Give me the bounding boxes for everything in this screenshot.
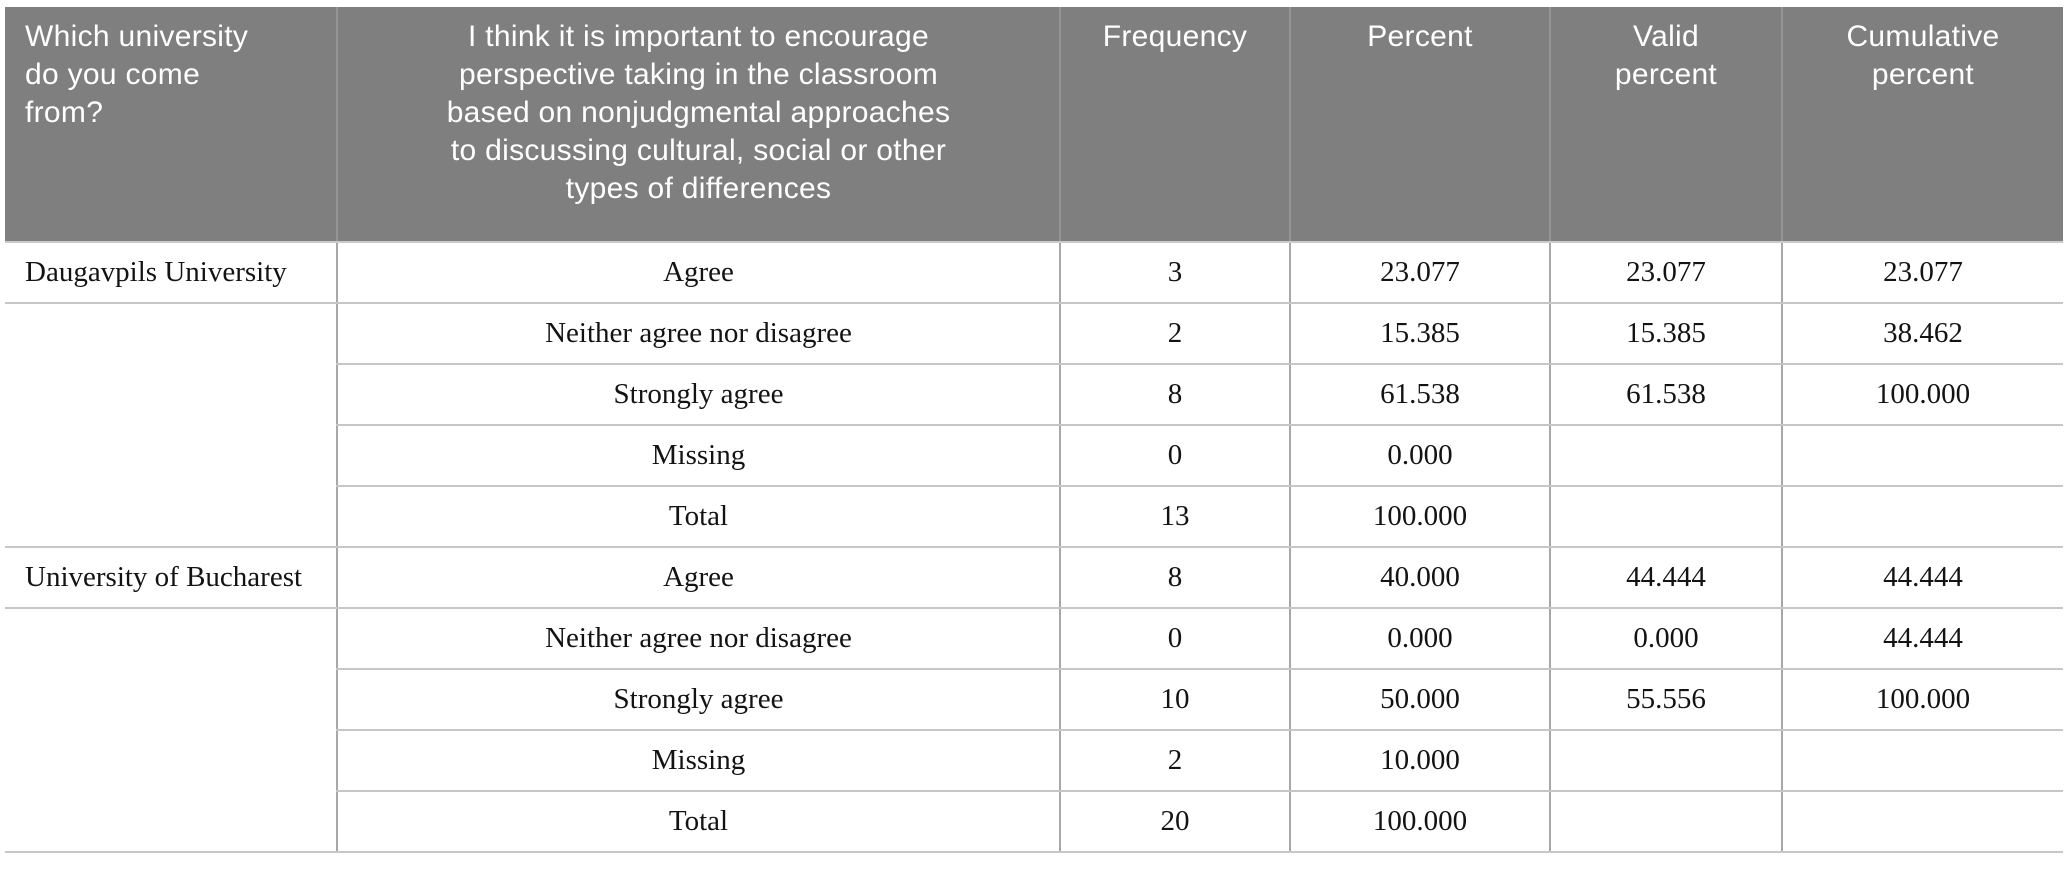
cell-frequency: 3 <box>1059 242 1290 304</box>
cell-cumulative-percent <box>1781 791 2063 853</box>
cell-frequency: 0 <box>1059 608 1290 670</box>
table-row: Neither agree nor disagree 0 0.000 0.000… <box>5 608 2063 853</box>
cell-valid-percent: 15.385 <box>1549 303 1782 365</box>
crosstab-table: Which university do you come from? I thi… <box>5 7 2063 853</box>
table-row: Total 13 100.000 <box>5 486 2063 548</box>
cell-valid-percent: 55.556 <box>1549 669 1782 731</box>
header-percent: Percent <box>1289 7 1550 243</box>
cell-frequency: 0 <box>1059 425 1290 487</box>
table-row: Missing 0 0.000 <box>5 425 2063 487</box>
cell-response: Agree <box>336 547 1060 609</box>
cell-percent: 0.000 <box>1289 608 1550 670</box>
cell-cumulative-percent: 100.000 <box>1781 364 2063 426</box>
cell-response: Total <box>336 486 1060 548</box>
cell-frequency: 2 <box>1059 303 1290 365</box>
cell-cumulative-percent: 100.000 <box>1781 669 2063 731</box>
cell-percent: 10.000 <box>1289 730 1550 792</box>
cell-university: Daugavpils University <box>5 242 337 304</box>
cell-percent: 0.000 <box>1289 425 1550 487</box>
header-cumulative-percent: Cumulative percent <box>1781 7 2063 243</box>
cell-university: University of Bucharest <box>5 547 337 609</box>
cell-frequency: 20 <box>1059 791 1290 853</box>
cell-valid-percent <box>1549 730 1782 792</box>
cell-response: Agree <box>336 242 1060 304</box>
header-question: I think it is important to encourage per… <box>336 7 1060 243</box>
header-frequency: Frequency <box>1059 7 1290 243</box>
cell-cumulative-percent: 44.444 <box>1781 547 2063 609</box>
cell-frequency: 10 <box>1059 669 1290 731</box>
cell-cumulative-percent <box>1781 425 2063 487</box>
cell-frequency: 8 <box>1059 364 1290 426</box>
cell-cumulative-percent: 44.444 <box>1781 608 2063 670</box>
cell-percent: 23.077 <box>1289 242 1550 304</box>
cell-frequency: 2 <box>1059 730 1290 792</box>
cell-response: Neither agree nor disagree <box>336 608 1060 670</box>
header-university: Which university do you come from? <box>5 7 337 243</box>
cell-valid-percent: 0.000 <box>1549 608 1782 670</box>
cell-response: Missing <box>336 425 1060 487</box>
table-row: University of Bucharest Agree 8 40.000 4… <box>5 547 2063 609</box>
table-row: Total 20 100.000 <box>5 791 2063 853</box>
cell-percent: 100.000 <box>1289 791 1550 853</box>
cell-percent: 100.000 <box>1289 486 1550 548</box>
cell-valid-percent: 23.077 <box>1549 242 1782 304</box>
cell-valid-percent <box>1549 486 1782 548</box>
header-valid-percent: Valid percent <box>1549 7 1782 243</box>
cell-cumulative-percent: 23.077 <box>1781 242 2063 304</box>
cell-percent: 61.538 <box>1289 364 1550 426</box>
cell-response: Total <box>336 791 1060 853</box>
cell-cumulative-percent <box>1781 730 2063 792</box>
table-row: Strongly agree 8 61.538 61.538 100.000 <box>5 364 2063 426</box>
cell-response: Missing <box>336 730 1060 792</box>
cell-university-merged <box>5 608 337 853</box>
cell-response: Neither agree nor disagree <box>336 303 1060 365</box>
cell-percent: 40.000 <box>1289 547 1550 609</box>
cell-valid-percent: 44.444 <box>1549 547 1782 609</box>
cell-percent: 15.385 <box>1289 303 1550 365</box>
cell-response: Strongly agree <box>336 364 1060 426</box>
cell-frequency: 8 <box>1059 547 1290 609</box>
cell-percent: 50.000 <box>1289 669 1550 731</box>
cell-valid-percent <box>1549 425 1782 487</box>
table-row: Strongly agree 10 50.000 55.556 100.000 <box>5 669 2063 731</box>
header-row: Which university do you come from? I thi… <box>5 7 2063 243</box>
cell-valid-percent: 61.538 <box>1549 364 1782 426</box>
table-row: Neither agree nor disagree 2 15.385 15.3… <box>5 303 2063 548</box>
table-row: Missing 2 10.000 <box>5 730 2063 792</box>
cell-cumulative-percent <box>1781 486 2063 548</box>
cell-frequency: 13 <box>1059 486 1290 548</box>
table-row: Daugavpils University Agree 3 23.077 23.… <box>5 242 2063 304</box>
cell-response: Strongly agree <box>336 669 1060 731</box>
cell-university-merged <box>5 303 337 548</box>
cell-valid-percent <box>1549 791 1782 853</box>
cell-cumulative-percent: 38.462 <box>1781 303 2063 365</box>
